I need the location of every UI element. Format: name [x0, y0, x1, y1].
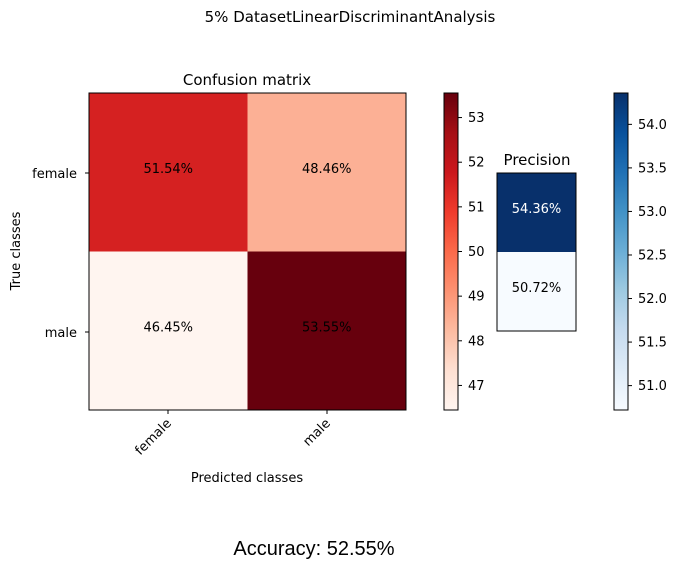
cm-cell-1-1: [247, 251, 406, 410]
cm-cell-label-0-1: 48.46%: [302, 162, 352, 177]
cm-cell-label-1-0: 46.45%: [143, 321, 193, 336]
cm-colorbar-tick-label-50: 50: [468, 245, 485, 260]
cm-colorbar-tick-label-52: 52: [468, 156, 485, 171]
cm-cell-1-0: [89, 251, 248, 410]
cm-ytick-label-male: male: [45, 326, 77, 341]
cm-ytick-male: male: [45, 326, 89, 341]
precision-colorbar-ticks: 51.0 51.5 52.0 52.5 53.0 53.5 54.0: [628, 118, 667, 394]
precision-cell-1: [497, 252, 576, 331]
cm-colorbar-ticks: 47 48 49 50 51 52 53: [458, 111, 485, 394]
precision-colorbar-tick-label-53.5: 53.5: [638, 161, 667, 176]
precision-frame: [496, 172, 577, 332]
cm-ylabel: True classes: [9, 211, 24, 291]
cm-cells: 51.54% 48.46% 46.45% 53.55%: [89, 93, 406, 410]
cm-colorbar-tick-label-51: 51: [468, 200, 485, 215]
precision-title: Precision: [504, 151, 571, 169]
precision-colorbar: [613, 92, 629, 411]
cm-colorbar: [443, 92, 459, 411]
cm-colorbar-tick-label-49: 49: [468, 290, 485, 305]
accuracy-label: Accuracy: 52.55%: [233, 538, 394, 560]
precision-cells: 54.36% 50.72%: [497, 173, 576, 331]
precision-colorbar-tick-label-51.5: 51.5: [638, 336, 667, 351]
cm-cell-label-1-1: 53.55%: [302, 321, 352, 336]
cm-xlabel: Predicted classes: [191, 471, 303, 486]
cm-cell-label-0-0: 51.54%: [143, 162, 193, 177]
cm-cell-0-0: [89, 93, 248, 252]
precision-cell-label-0: 54.36%: [512, 202, 562, 217]
cm-colorbar-tick-label-48: 48: [468, 334, 485, 349]
precision-cell-label-1: 50.72%: [512, 281, 562, 296]
cm-frame: [88, 92, 407, 411]
cm-xtick-label-female: female: [133, 416, 175, 458]
cm-colorbar-tick-label-47: 47: [468, 379, 485, 394]
cm-title: Confusion matrix: [183, 71, 311, 89]
precision-cell-0: [497, 173, 576, 252]
cm-xtick-male: male: [300, 410, 334, 450]
precision-colorbar-tick-label-52.0: 52.0: [638, 292, 667, 307]
cm-ytick-female: female: [32, 167, 89, 182]
cm-cell-0-1: [247, 93, 406, 252]
precision-colorbar-tick-label-54.0: 54.0: [638, 118, 667, 133]
precision-colorbar-tick-label-51.0: 51.0: [638, 379, 667, 394]
cm-xtick-label-male: male: [300, 416, 333, 449]
cm-xtick-female: female: [133, 410, 175, 459]
figure-suptitle: 5% DatasetLinearDiscriminantAnalysis: [205, 8, 496, 26]
precision-colorbar-tick-label-52.5: 52.5: [638, 248, 667, 263]
cm-colorbar-tick-label-53: 53: [468, 111, 485, 126]
cm-ytick-label-female: female: [32, 167, 77, 182]
precision-colorbar-tick-label-53.0: 53.0: [638, 205, 667, 220]
